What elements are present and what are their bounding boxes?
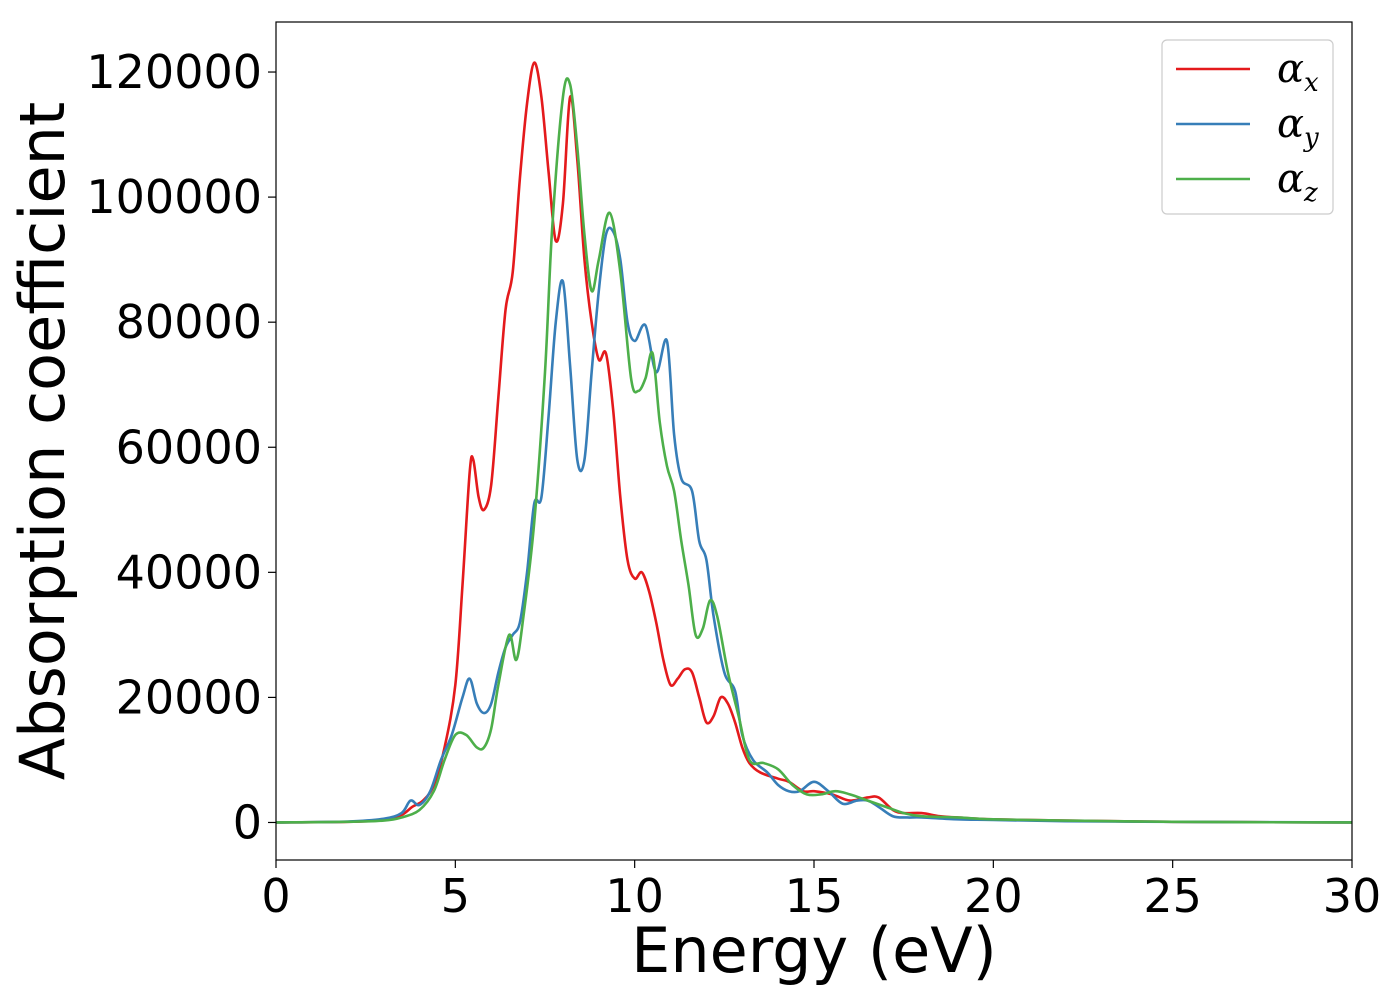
series-line-x [275, 61, 1353, 824]
legend-label-y: αy [1277, 101, 1319, 153]
legend-label-z: αz [1277, 156, 1318, 208]
series-layer [275, 61, 1353, 824]
series-line-z [275, 77, 1353, 824]
legend-box [1161, 39, 1334, 215]
x-tick-label: 25 [1143, 869, 1202, 923]
series-line-y [275, 226, 1353, 824]
y-axis-label: Absorption coefficient [6, 102, 79, 781]
x-tick-label: 15 [785, 869, 844, 923]
x-tick-label: 20 [964, 869, 1023, 923]
y-tick-label: 0 [233, 795, 262, 849]
y-tick-label: 60000 [116, 420, 262, 474]
x-tick-label: 5 [441, 869, 470, 923]
x-tick-label: 10 [605, 869, 664, 923]
y-tick-label: 80000 [116, 295, 262, 349]
y-tick-label: 40000 [116, 545, 262, 599]
y-tick-label: 100000 [86, 170, 262, 224]
y-axis: 0 20000 40000 60000 80000 100000 120000 [86, 45, 276, 849]
y-tick-label: 120000 [86, 45, 262, 99]
y-tick-label: 20000 [116, 670, 262, 724]
x-tick-label: 30 [1323, 869, 1382, 923]
legend-label-x: αx [1277, 46, 1319, 98]
x-axis: 0 5 10 15 20 25 30 [261, 860, 1381, 923]
x-tick-label: 0 [261, 869, 290, 923]
x-axis-label: Energy (eV) [631, 914, 997, 987]
